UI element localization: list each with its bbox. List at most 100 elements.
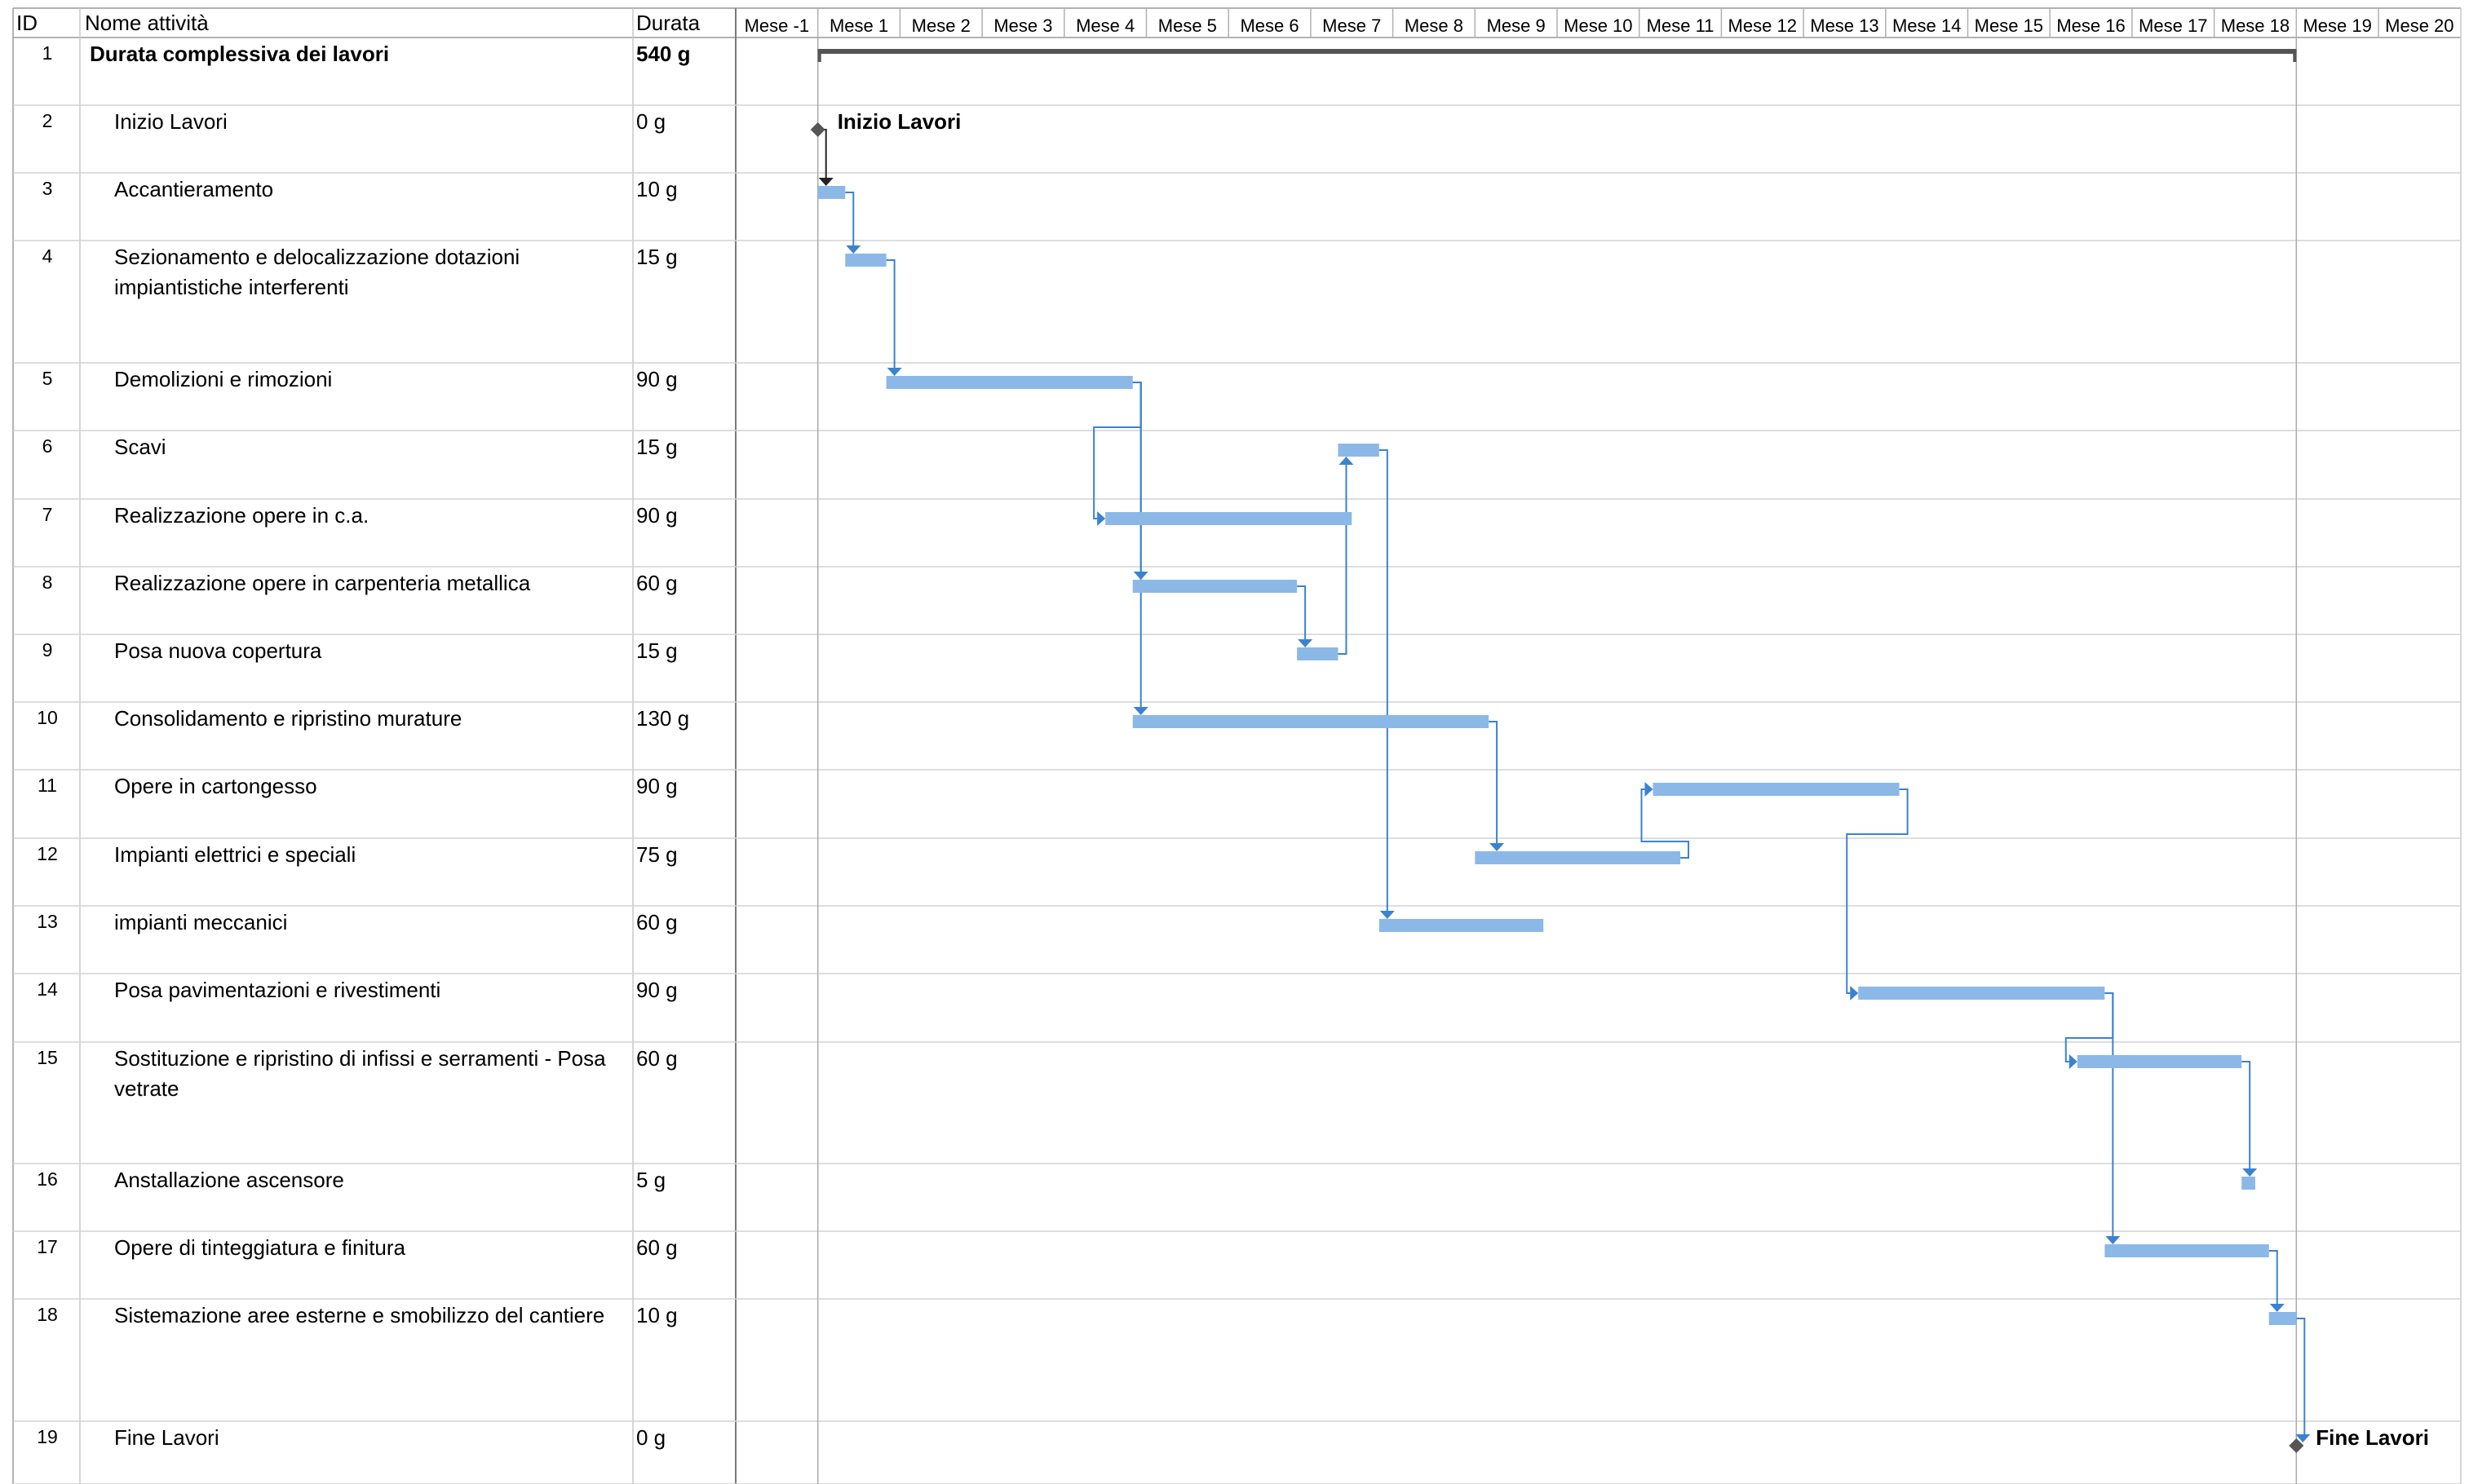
milestone-diamond [811,122,825,137]
summary-bar [818,49,2297,54]
link-arrowhead [2069,1054,2077,1069]
task-name: Posa pavimentazioni e rivestimenti [114,978,440,1002]
milestone-label: Inizio Lavori [838,109,962,134]
task-name: Fine Lavori [114,1425,219,1450]
task-bar-8 [1133,580,1297,593]
timeline-grid [818,38,2297,1484]
task-duration: 90 g [636,503,678,528]
link-arrowhead [846,245,861,254]
task-name: impianti meccanici [114,910,287,934]
row-id: 17 [37,1236,58,1257]
timescale-label: Mese 11 [1647,15,1715,36]
link-arrowhead [1644,782,1653,797]
timescale-label: Mese 20 [2385,15,2454,36]
timescale-label: Mese 15 [1975,15,2043,36]
dependency-link [1641,789,1688,858]
dependency-link [2066,993,2113,1062]
task-bar-12 [1475,851,1680,864]
task-table: ID Nome attività Durata 1 Durata complessiva… [13,8,2461,1484]
dependency-link [2296,1318,2304,1436]
task-duration: 60 g [636,1235,678,1260]
row-id: 18 [37,1304,58,1325]
dependency-link [1489,722,1497,843]
dependency-link [1297,586,1305,639]
task-bar-9 [1297,647,1338,660]
task-duration: 75 g [636,842,678,867]
dependency-link [2241,1062,2250,1168]
dependency-link [823,130,826,179]
dependency-link [1094,382,1141,519]
task-name: Accantieramento [114,177,273,201]
link-arrowhead [1298,639,1312,647]
timescale-label: Mese 2 [912,15,971,36]
dependency-link [2104,993,2113,1236]
timescale-label: Mese 14 [1892,15,1961,36]
task-name: Realizzazione opere in carpenteria metal… [114,571,531,595]
task-duration: 0 g [636,1425,666,1450]
row-id: 6 [42,435,53,457]
link-arrowhead [819,178,834,186]
task-duration: 60 g [636,1046,678,1071]
task-bar-17 [2104,1244,2268,1257]
summary-bar-cap-start [818,49,821,62]
row-id: 14 [37,978,58,1000]
task-bar-16 [2241,1177,2255,1190]
dependency-link [845,192,853,245]
task-bar-18 [2269,1312,2297,1325]
task-bar-13 [1379,919,1543,932]
task-name: Anstallazione ascensore [114,1168,344,1192]
task-duration: 90 g [636,774,678,798]
task-bar-3 [818,186,846,199]
task-name: Sostituzione e ripristino di infissi e s… [114,1046,606,1071]
task-name: Durata complessiva dei lavori [90,42,389,66]
row-id: 7 [42,504,53,525]
link-arrowhead [1338,457,1353,465]
task-name: impiantistiche interferenti [114,275,349,299]
task-name: Consolidamento e ripristino murature [114,706,462,731]
timescale-label: Mese -1 [745,15,809,36]
row-id: 19 [37,1426,58,1447]
task-name: vetrate [114,1076,179,1101]
task-name: Scavi [114,435,166,459]
task-duration: 15 g [636,435,678,459]
dependency-link [1379,450,1387,911]
task-bar-11 [1653,783,1899,796]
task-name: Sistemazione aree esterne e smobilizzo d… [114,1303,604,1327]
task-name: Demolizioni e rimozioni [114,367,332,391]
row-id: 16 [37,1168,58,1190]
link-arrowhead [2270,1304,2285,1312]
task-duration: 15 g [636,638,678,663]
task-bar-14 [1858,987,2104,1000]
link-arrowhead [2105,1236,2120,1244]
column-header-id: ID [16,11,38,35]
timescale-label: Mese 16 [2056,15,2125,36]
link-arrowhead [2242,1168,2257,1177]
row-id: 8 [42,572,53,593]
timescale-label: Mese 4 [1076,15,1135,36]
timescale-label: Mese 13 [1810,15,1878,36]
row-id: 11 [38,775,57,796]
dependency-link [1133,382,1141,572]
task-bar-7 [1105,512,1352,525]
summary-bar-cap-end [2293,49,2296,62]
row-id: 15 [37,1047,58,1068]
dependency-links [819,130,2311,1442]
task-name: Posa nuova copertura [114,638,322,663]
dependency-link [2269,1251,2277,1304]
timescale-label: Mese 9 [1487,15,1546,36]
dependency-link [1847,789,1907,993]
column-header-duration: Durata [636,11,701,35]
row-id: 5 [42,368,53,389]
row-id: 4 [42,245,53,267]
task-bar-5 [887,376,1133,389]
task-bar-6 [1338,444,1378,457]
milestone-label: Fine Lavori [2316,1425,2429,1450]
column-header-name: Nome attività [85,11,209,35]
task-duration: 10 g [636,177,678,201]
task-duration: 0 g [636,109,666,134]
timescale-label: Mese 17 [2139,15,2207,36]
link-arrowhead [1134,707,1148,715]
row-id: 1 [42,42,53,64]
task-duration: 10 g [636,1303,678,1327]
timescale-label: Mese 10 [1564,15,1632,36]
